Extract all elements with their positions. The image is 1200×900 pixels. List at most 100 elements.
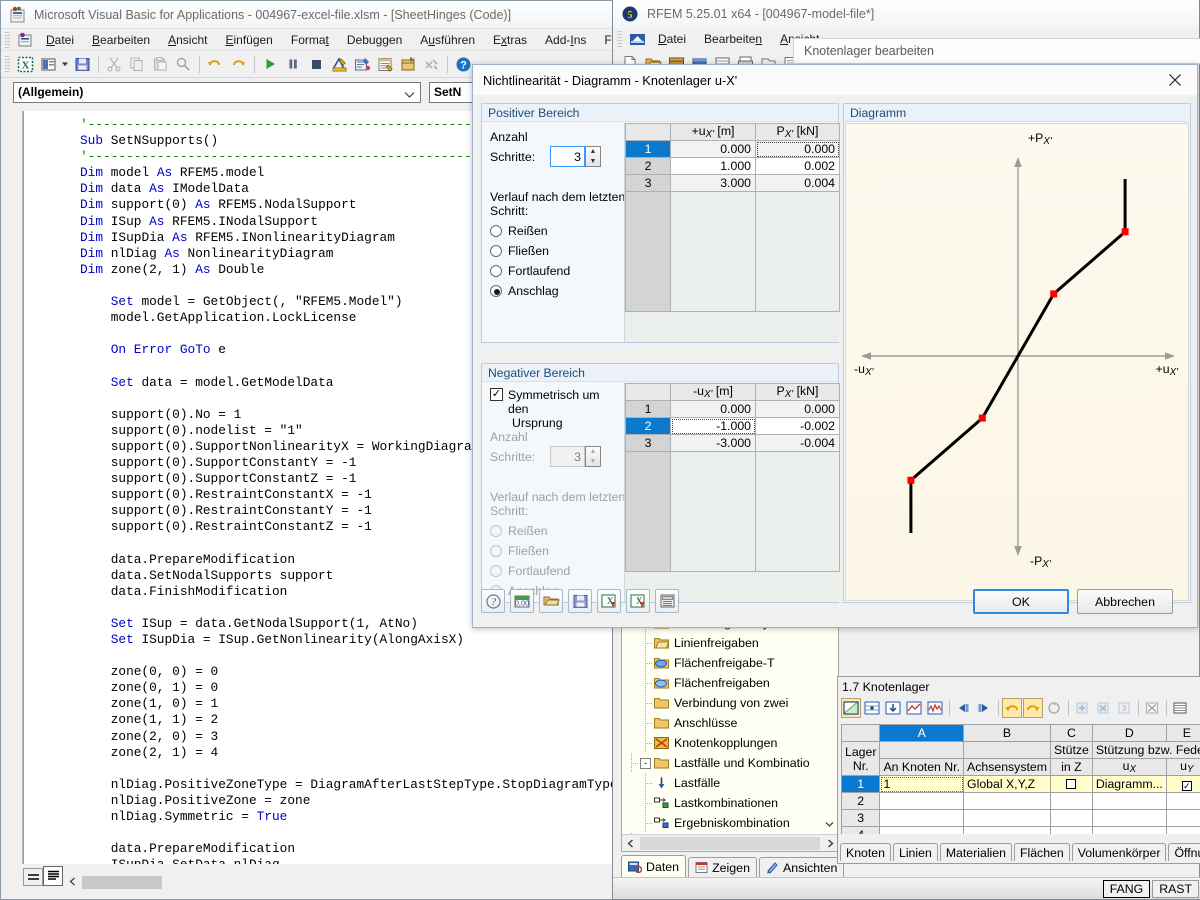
undo-icon[interactable] — [204, 53, 226, 75]
table-row[interactable]: 2 — [841, 792, 1200, 811]
procedure-scope-combo[interactable]: (Allgemein) — [13, 81, 421, 103]
cell-empty[interactable] — [1165, 809, 1200, 828]
row-number[interactable]: 1 — [841, 775, 881, 794]
chevron-down-icon[interactable] — [822, 817, 836, 831]
object-browser-icon[interactable] — [397, 53, 419, 75]
positive-option-fliessen[interactable]: Fließen — [490, 244, 635, 258]
cell-force[interactable]: -0.004 — [755, 434, 840, 453]
calculator-icon[interactable] — [655, 589, 679, 613]
navigator-tab-strip[interactable]: Daten Zeigen Ansichten — [621, 855, 845, 877]
navigator-tab-daten[interactable]: Daten — [621, 855, 687, 877]
import-excel-icon[interactable]: X — [597, 589, 621, 613]
vba-menu-extras[interactable]: Extras — [493, 32, 528, 47]
design-mode-icon[interactable] — [328, 53, 350, 75]
radio-button[interactable] — [490, 245, 502, 257]
tree-expander[interactable]: - — [640, 757, 651, 769]
column-letter-e[interactable]: E — [1165, 724, 1200, 742]
table-tab-linien[interactable]: Linien — [892, 843, 938, 861]
vba-menu-ausfuehren[interactable]: Ausführen — [420, 32, 475, 47]
table-next-icon[interactable] — [974, 698, 994, 718]
cell-empty[interactable] — [963, 826, 1051, 834]
column-letter-b[interactable]: B — [963, 724, 1051, 742]
tree-item-anschl-sse[interactable]: Anschlüsse — [622, 713, 838, 733]
radio-button[interactable] — [490, 225, 502, 237]
tree-item-fl-chenfreigabe-t[interactable]: Flächenfreigabe-T — [622, 653, 838, 673]
save-icon[interactable] — [71, 53, 93, 75]
table-insert-row-icon[interactable] — [862, 698, 882, 718]
cell-empty[interactable] — [879, 792, 965, 811]
export-excel-icon[interactable]: X — [626, 589, 650, 613]
open-icon[interactable] — [539, 589, 563, 613]
positive-table-wrapper[interactable]: +uX' [m] PX' [kN] 1 0.000 0.000 2 1.000 … — [624, 122, 840, 342]
stop-icon[interactable] — [305, 53, 327, 75]
menu-grip-handle[interactable] — [5, 31, 10, 48]
status-fang[interactable]: FANG — [1102, 879, 1151, 898]
cell-ux-diagram[interactable]: Diagramm... — [1091, 775, 1167, 794]
cell-axis-system[interactable]: Global X,Y,Z — [963, 775, 1051, 794]
tree-item-ergebniskombination[interactable]: Ergebniskombination — [622, 813, 838, 833]
close-icon[interactable] — [1153, 65, 1197, 95]
navigator-tab-zeigen[interactable]: Zeigen — [688, 857, 757, 877]
cell-empty[interactable] — [755, 451, 840, 573]
full-module-view-icon[interactable] — [43, 866, 63, 886]
row-number[interactable]: 1 — [625, 140, 671, 159]
row-number[interactable]: 4 — [841, 826, 881, 834]
spinner-up-icon[interactable]: ▲ — [589, 148, 597, 156]
grid-corner[interactable] — [841, 724, 881, 742]
row-number[interactable]: 3 — [841, 809, 881, 828]
ok-button[interactable]: OK — [973, 589, 1069, 614]
default-values-icon[interactable]: 0,00 — [510, 589, 534, 613]
chevron-left-icon[interactable] — [622, 836, 638, 851]
view-object-icon[interactable] — [37, 53, 59, 75]
procedure-view-icon[interactable] — [23, 868, 43, 886]
cell-displacement[interactable]: 3.000 — [670, 174, 756, 193]
tree-item-linienfreigaben[interactable]: Linienfreigaben — [622, 633, 838, 653]
checkbox-checked-icon[interactable]: ✓ — [1181, 781, 1192, 792]
tree-item-verbindung-von-zwei[interactable]: Verbindung von zwei — [622, 693, 838, 713]
table-diagram-icon[interactable] — [925, 698, 945, 718]
tree-horizontal-scrollbar[interactable] — [622, 834, 838, 851]
chevron-left-icon[interactable] — [65, 874, 79, 889]
radio-button[interactable] — [490, 285, 502, 297]
table-tab--ffnungen[interactable]: Öffnungen — [1168, 843, 1200, 861]
positive-option-anschlag[interactable]: Anschlag — [490, 284, 635, 298]
cell-empty[interactable] — [1049, 809, 1093, 828]
row-number-empty[interactable] — [625, 191, 671, 313]
vba-menu-ansicht[interactable]: Ansicht — [168, 32, 208, 47]
table-row[interactable]: 3 3.000 0.004 — [625, 174, 840, 193]
table-toolbar[interactable]: 3 — [838, 696, 1200, 720]
table-row[interactable]: 1 0.000 0.000 — [625, 140, 840, 159]
properties-window-icon[interactable] — [374, 53, 396, 75]
table-row[interactable]: 3 — [841, 809, 1200, 828]
vba-menu-debuggen[interactable]: Debuggen — [346, 32, 403, 47]
cell-force[interactable]: -0.002 — [755, 417, 840, 436]
cell-displacement[interactable]: 1.000 — [670, 157, 756, 176]
table-row[interactable]: 1 1 Global X,Y,Z Diagramm... ✓ — [841, 775, 1200, 794]
cell-empty[interactable] — [1091, 826, 1167, 834]
run-icon[interactable] — [259, 53, 281, 75]
tree-row-list[interactable]: Linienfreigabe-TyLinienfreigabenFlächenf… — [622, 613, 838, 853]
positive-option-fortlaufend[interactable]: Fortlaufend — [490, 264, 635, 278]
positive-steps-spinner[interactable]: ▲ ▼ — [585, 146, 601, 167]
table-prev-icon[interactable] — [953, 698, 973, 718]
tree-item-lastkombinationen[interactable]: Lastkombinationen — [622, 793, 838, 813]
table-tab-fl-chen[interactable]: Flächen — [1013, 843, 1070, 861]
cell-empty[interactable] — [1165, 826, 1200, 834]
cell-empty[interactable] — [963, 809, 1051, 828]
redo-icon[interactable] — [227, 53, 249, 75]
cell-support-z-checkbox[interactable] — [1049, 775, 1093, 794]
cell-uy-checkbox[interactable]: ✓ — [1165, 775, 1200, 794]
cell-empty[interactable] — [1049, 826, 1093, 834]
excel-icon[interactable]: X — [14, 53, 36, 75]
cell-force[interactable]: 0.002 — [755, 157, 840, 176]
cell-empty[interactable] — [1165, 792, 1200, 811]
vba-menu-bearbeiten[interactable]: Bearbeiten — [92, 32, 151, 47]
project-explorer-icon[interactable] — [351, 53, 373, 75]
table-row-empty[interactable] — [625, 191, 840, 313]
table-chart-icon[interactable] — [904, 698, 924, 718]
table-row[interactable]: 2 1.000 0.002 — [625, 157, 840, 176]
rfem-menu-datei[interactable]: Datei — [658, 32, 687, 46]
negative-table-wrapper[interactable]: -uX' [m] PX' [kN] 1 0.000 0.000 2 -1.000… — [624, 382, 840, 602]
table-tab-volumenk-rper[interactable]: Volumenkörper — [1071, 843, 1167, 861]
rfem-menu-bearbeiten[interactable]: Bearbeiten — [704, 32, 763, 46]
